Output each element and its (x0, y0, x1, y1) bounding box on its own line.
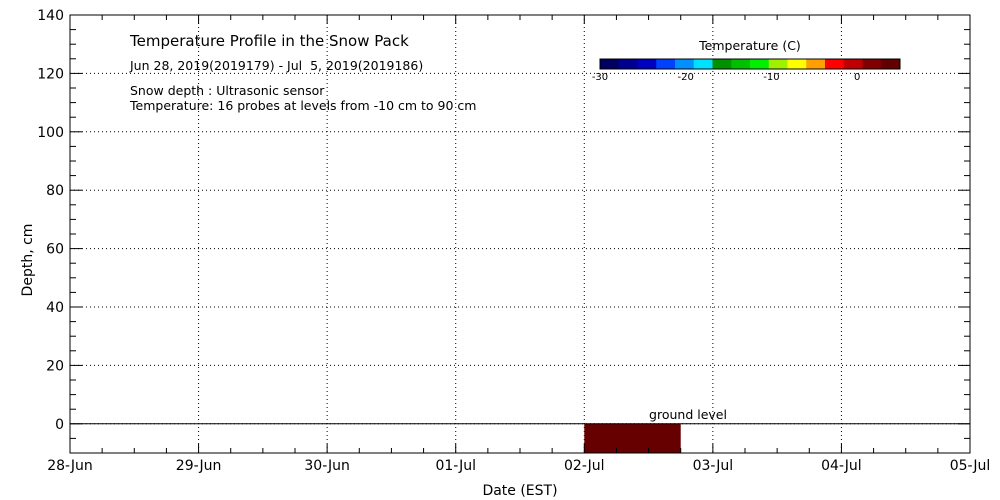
note-temperature-probes: Temperature: 16 probes at levels from -1… (129, 98, 476, 113)
y-tick-labels: 0 20 40 60 80 100 120 140 (37, 8, 64, 433)
colorbar-cell (768, 59, 788, 69)
colorbar-cell (656, 59, 676, 69)
colorbar-tick-label: -10 (763, 72, 779, 83)
x-tick-label: 05-Jul (950, 458, 991, 474)
x-tick-label: 28-Jun (47, 458, 93, 474)
axis-ticks (69, 14, 971, 454)
x-axis-label: Date (EST) (482, 483, 557, 499)
colorbar-cell (750, 59, 770, 69)
plot-frame (69, 14, 971, 454)
colorbar-cell (618, 59, 638, 69)
x-tick-label: 04-Jul (821, 458, 862, 474)
y-tick-label: 100 (37, 125, 64, 141)
colorbar-cell (806, 59, 826, 69)
x-tick-label: 02-Jul (564, 458, 605, 474)
y-tick-label: 120 (37, 66, 64, 82)
y-tick-label: 0 (55, 417, 64, 433)
x-tick-labels: 28-Jun 29-Jun 30-Jun 01-Jul 02-Jul 03-Jul 04-J… (47, 458, 990, 474)
colorbar-cell (637, 59, 657, 69)
colorbar-cell (881, 59, 901, 69)
colorbar-cell (787, 59, 807, 69)
y-tick-label: 140 (37, 8, 64, 24)
x-tick-label: 03-Jul (693, 458, 734, 474)
colorbar-tick-label: 0 (854, 72, 860, 83)
colorbar-tick-label: -30 (592, 72, 608, 83)
note-snow-depth: Snow depth : Ultrasonic sensor (130, 83, 325, 98)
y-tick-label: 60 (46, 242, 64, 258)
colorbar-cell (862, 59, 882, 69)
colorbar-cell (712, 59, 732, 69)
y-tick-label: 40 (46, 300, 64, 316)
colorbar-title: Temperature (C) (698, 38, 801, 53)
x-tick-label: 01-Jul (435, 458, 476, 474)
colorbar-outline (599, 58, 901, 70)
colorbar-cell (843, 59, 863, 69)
chart-title: Temperature Profile in the Snow Pack (129, 32, 409, 50)
colorbar-cell (825, 59, 845, 69)
y-tick-label: 20 (46, 358, 64, 374)
temperature-block (584, 423, 681, 453)
x-tick-label: 29-Jun (176, 458, 222, 474)
y-axis-label: Depth, cm (20, 224, 36, 297)
colorbar-tick-label: -20 (678, 72, 694, 83)
grid-lines (70, 15, 970, 453)
colorbar-cell (731, 59, 751, 69)
colorbar-cell (693, 59, 713, 69)
colorbar-cell (675, 59, 695, 69)
date-range-subtitle: Jun 28, 2019(2019179) - Jul 5, 2019(2019… (129, 58, 423, 73)
y-tick-label: 80 (46, 183, 64, 199)
temperature-blocks (584, 423, 681, 453)
colorbar-legend: Temperature (C) -30 -20 -10 0 (592, 38, 901, 83)
x-tick-label: 30-Jun (304, 458, 350, 474)
colorbar-cell (600, 59, 620, 69)
ground-level-label: ground level (649, 407, 727, 422)
